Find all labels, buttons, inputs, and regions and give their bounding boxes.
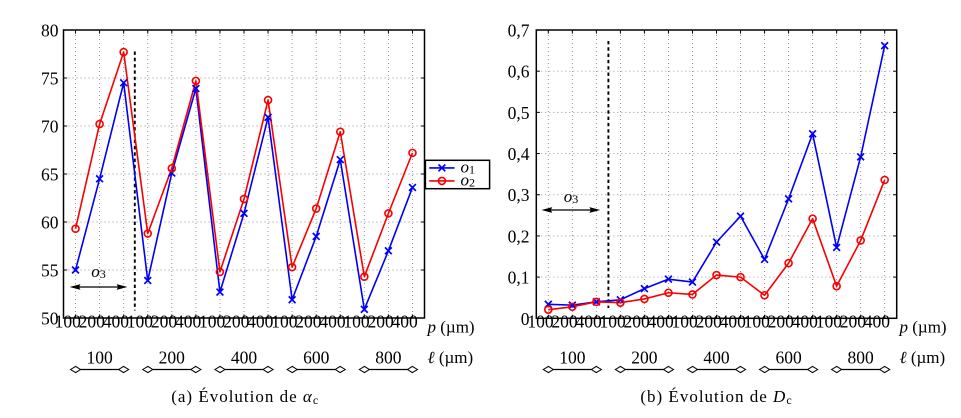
svg-text:65: 65 xyxy=(41,165,59,185)
svg-text:600: 600 xyxy=(775,348,802,368)
svg-text:0,6: 0,6 xyxy=(508,62,530,82)
svg-text:70: 70 xyxy=(41,117,59,137)
svg-text:200: 200 xyxy=(840,312,867,332)
svg-text:400: 400 xyxy=(792,312,819,332)
svg-text:50: 50 xyxy=(41,309,59,329)
svg-text:(a) Évolution de αc: (a) Évolution de αc xyxy=(171,387,318,407)
svg-text:100: 100 xyxy=(599,312,626,332)
svg-text:100: 100 xyxy=(816,312,843,332)
svg-text:200: 200 xyxy=(696,312,723,332)
svg-text:200: 200 xyxy=(768,312,795,332)
svg-text:o1: o1 xyxy=(461,158,476,177)
svg-text:0: 0 xyxy=(521,309,530,329)
svg-text:400: 400 xyxy=(231,348,258,368)
svg-text:o3: o3 xyxy=(564,187,579,206)
svg-text:100: 100 xyxy=(527,312,554,332)
svg-text:80: 80 xyxy=(41,21,59,41)
svg-text:o3: o3 xyxy=(91,262,106,281)
svg-text:200: 200 xyxy=(551,312,578,332)
svg-text:400: 400 xyxy=(392,312,419,332)
svg-text:60: 60 xyxy=(41,213,59,233)
svg-text:100: 100 xyxy=(55,312,82,332)
svg-text:75: 75 xyxy=(41,69,59,89)
svg-text:(b) Évolution de Dc: (b) Évolution de Dc xyxy=(640,387,791,407)
svg-text:100: 100 xyxy=(86,348,113,368)
svg-text:400: 400 xyxy=(575,312,602,332)
svg-text:0,2: 0,2 xyxy=(508,226,530,246)
svg-text:400: 400 xyxy=(648,312,675,332)
svg-text:400: 400 xyxy=(720,312,747,332)
svg-text:200: 200 xyxy=(295,312,322,332)
svg-text:0,1: 0,1 xyxy=(508,268,530,288)
svg-text:400: 400 xyxy=(247,312,274,332)
svg-text:o2: o2 xyxy=(461,171,476,190)
svg-text:100: 100 xyxy=(271,312,298,332)
svg-text:400: 400 xyxy=(703,348,730,368)
svg-text:200: 200 xyxy=(79,312,106,332)
svg-text:200: 200 xyxy=(223,312,250,332)
svg-text:600: 600 xyxy=(303,348,330,368)
svg-text:0,4: 0,4 xyxy=(508,144,530,164)
svg-text:200: 200 xyxy=(151,312,178,332)
svg-text:400: 400 xyxy=(175,312,202,332)
svg-text:200: 200 xyxy=(367,312,394,332)
svg-text:200: 200 xyxy=(159,348,186,368)
svg-text:0,5: 0,5 xyxy=(508,103,530,123)
svg-text:200: 200 xyxy=(623,312,650,332)
svg-text:0,7: 0,7 xyxy=(508,21,530,41)
svg-text:100: 100 xyxy=(343,312,370,332)
svg-text:100: 100 xyxy=(199,312,226,332)
svg-text:100: 100 xyxy=(672,312,699,332)
svg-text:p (µm): p (µm) xyxy=(899,318,947,337)
svg-text:55: 55 xyxy=(41,261,59,281)
svg-text:400: 400 xyxy=(319,312,346,332)
svg-text:0,3: 0,3 xyxy=(508,185,530,205)
svg-text:400: 400 xyxy=(103,312,130,332)
svg-text:100: 100 xyxy=(559,348,586,368)
svg-text:100: 100 xyxy=(744,312,771,332)
svg-text:400: 400 xyxy=(864,312,891,332)
svg-text:p (µm): p (µm) xyxy=(427,318,475,337)
svg-text:ℓ (µm): ℓ (µm) xyxy=(900,348,946,367)
svg-text:800: 800 xyxy=(375,348,402,368)
svg-text:200: 200 xyxy=(631,348,658,368)
svg-text:ℓ (µm): ℓ (µm) xyxy=(428,348,474,367)
svg-text:800: 800 xyxy=(848,348,875,368)
svg-text:100: 100 xyxy=(127,312,154,332)
